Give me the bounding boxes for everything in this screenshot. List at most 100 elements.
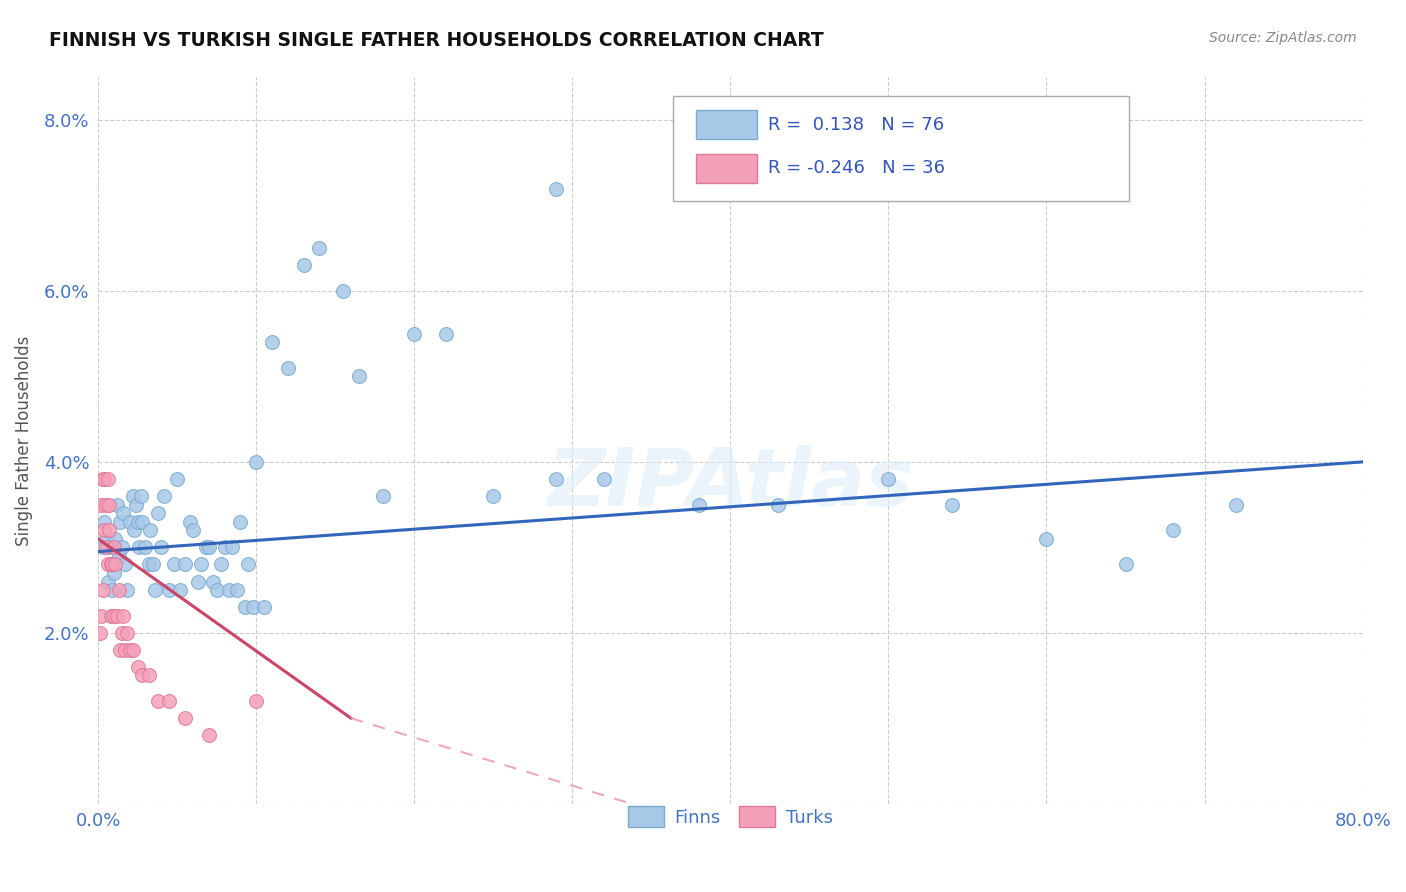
Point [100,608,122,623]
Point [292,259,315,273]
Point [157,694,180,708]
Point [103,566,125,580]
Point [277,360,299,375]
Text: FINNISH VS TURKISH SINGLE FATHER HOUSEHOLDS CORRELATION CHART: FINNISH VS TURKISH SINGLE FATHER HOUSEHO… [49,31,824,50]
FancyBboxPatch shape [696,110,756,139]
Point [112,506,135,520]
Point [98,541,121,555]
Point [96,472,118,486]
Point [103,541,125,555]
Point [118,515,141,529]
Point [245,694,267,708]
Point [260,335,283,350]
Point [114,643,136,657]
Point [142,558,165,572]
Point [347,369,370,384]
Point [101,558,124,572]
Point [104,558,127,572]
Point [238,558,260,572]
Point [100,558,122,572]
Point [115,583,138,598]
Point [209,558,232,572]
Point [1161,523,1184,537]
Point [163,558,186,572]
Point [98,498,121,512]
Point [434,326,457,341]
Point [941,498,963,512]
Point [118,643,141,657]
Point [143,583,166,598]
Text: Source: ZipAtlas.com: Source: ZipAtlas.com [1209,31,1357,45]
Point [93,523,115,537]
Point [96,558,118,572]
FancyBboxPatch shape [673,95,1129,201]
Point [93,515,115,529]
Point [90,608,112,623]
Point [174,711,197,725]
Point [150,541,173,555]
Point [1225,498,1247,512]
Point [181,523,204,537]
Point [877,472,900,486]
Text: R = -0.246   N = 36: R = -0.246 N = 36 [768,159,945,178]
Point [242,600,264,615]
Point [107,549,129,563]
Point [214,541,236,555]
Point [98,523,121,537]
Point [197,728,219,742]
Point [202,574,225,589]
Point [105,498,128,512]
Point [108,515,131,529]
Point [153,489,176,503]
Point [179,515,201,529]
Point [308,241,330,255]
Point [253,600,276,615]
Point [96,574,118,589]
Point [233,600,256,615]
Point [128,541,150,555]
Point [127,660,149,674]
Point [91,583,114,598]
Point [101,583,124,598]
Text: ZIPAtlas: ZIPAtlas [547,445,914,523]
Point [197,541,219,555]
Point [146,694,169,708]
Point [89,625,111,640]
Point [94,498,117,512]
Point [766,498,789,512]
Point [127,515,149,529]
Point [121,643,143,657]
Point [174,558,197,572]
Point [129,489,152,503]
Point [703,113,725,128]
Point [194,541,217,555]
Point [93,472,115,486]
Point [131,668,153,682]
Point [245,455,267,469]
Y-axis label: Single Father Households: Single Father Households [15,335,32,546]
Point [221,541,243,555]
Point [108,643,131,657]
Point [107,583,129,598]
Point [134,541,156,555]
Point [169,583,191,598]
Point [332,284,354,298]
Point [91,541,114,555]
Point [166,472,188,486]
Point [138,668,160,682]
Point [94,541,117,555]
Point [104,532,127,546]
Legend: Finns, Turks: Finns, Turks [620,799,841,835]
Point [115,625,138,640]
Point [205,583,228,598]
Point [138,558,160,572]
Point [139,523,162,537]
Text: R =  0.138   N = 76: R = 0.138 N = 76 [768,116,945,134]
Point [546,472,568,486]
Point [112,608,135,623]
Point [226,583,249,598]
Point [546,181,568,195]
Point [1115,558,1137,572]
Point [94,532,117,546]
Point [90,498,112,512]
